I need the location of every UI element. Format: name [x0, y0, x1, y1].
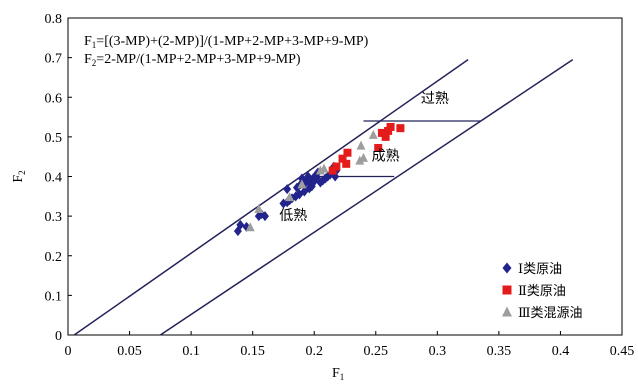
- data-point: [236, 219, 245, 230]
- x-tick-label: 0.4: [552, 344, 570, 359]
- data-point: [332, 162, 341, 171]
- y-tick-label: 0.8: [45, 12, 63, 27]
- legend-marker: [502, 306, 512, 317]
- y-axis-label: F2: [11, 170, 27, 182]
- formula-2: F2=2-MP/(1-MP+2-MP+3-MP+9-MP): [84, 52, 301, 68]
- data-point: [285, 192, 295, 202]
- formula-1: F1=[(3-MP)+(2-MP)]/(1-MP+2-MP+3-MP+9-MP): [84, 34, 369, 50]
- boundary-line: [73, 58, 469, 336]
- y-tick-label: 0.4: [45, 171, 63, 186]
- x-tick-label: 0.15: [240, 344, 265, 359]
- data-point: [260, 211, 269, 222]
- legend: Ⅰ类原油 Ⅱ类原油 Ⅲ类混源油: [502, 262, 583, 321]
- data-points: [233, 122, 405, 237]
- data-point: [283, 184, 292, 195]
- x-tick-label: 0.35: [487, 344, 512, 359]
- x-tick-label: 0.25: [364, 344, 389, 359]
- x-tick-label: 0.1: [182, 344, 200, 359]
- data-point: [254, 203, 264, 213]
- data-point: [297, 179, 307, 189]
- data-point: [338, 154, 347, 163]
- boundary-line: [159, 58, 574, 336]
- y-tick-label: 0.3: [45, 210, 63, 225]
- data-point: [374, 143, 383, 152]
- data-point: [396, 124, 405, 133]
- data-point: [384, 126, 393, 135]
- zone-label: 过熟: [421, 91, 449, 107]
- y-tick-label: 0.2: [45, 250, 63, 265]
- data-point: [343, 148, 352, 157]
- data-point: [356, 140, 366, 150]
- y-tick-label: 0: [55, 329, 62, 344]
- axes: 0 0.05 0.1 0.15 0.2 0.25 0.3 0.35 0.4 0.45 0 0.1 0.2…: [11, 12, 634, 382]
- data-point: [245, 222, 255, 232]
- x-tick-label: 0.45: [610, 344, 635, 359]
- y-tick-label: 0.1: [45, 289, 63, 304]
- y-tick-label: 0.6: [45, 91, 63, 106]
- data-point: [319, 163, 329, 173]
- data-point: [342, 159, 351, 168]
- legend-marker: [502, 285, 512, 295]
- data-point: [358, 152, 368, 162]
- x-tick-label: 0.3: [429, 344, 447, 359]
- x-tick-label: 0.05: [117, 344, 142, 359]
- y-tick-label: 0.7: [45, 52, 63, 67]
- legend-marker: [502, 262, 512, 274]
- boundary-lines: [73, 58, 574, 336]
- chart-labels: F1=[(3-MP)+(2-MP)]/(1-MP+2-MP+3-MP+9-MP)…: [84, 34, 449, 224]
- zone-label: 成熟: [372, 149, 400, 165]
- x-tick-label: 0.2: [305, 344, 323, 359]
- legend-label: Ⅱ类原油: [518, 284, 566, 299]
- x-axis-label: F1: [332, 366, 344, 382]
- x-tick-label: 0: [65, 344, 72, 359]
- zone-label: 低熟: [279, 208, 307, 224]
- y-tick-label: 0.5: [45, 131, 63, 146]
- data-point: [368, 129, 378, 139]
- data-point: [381, 132, 390, 141]
- legend-label: Ⅲ类混源油: [518, 306, 583, 321]
- legend-label: Ⅰ类原油: [518, 262, 562, 277]
- data-point: [355, 155, 365, 165]
